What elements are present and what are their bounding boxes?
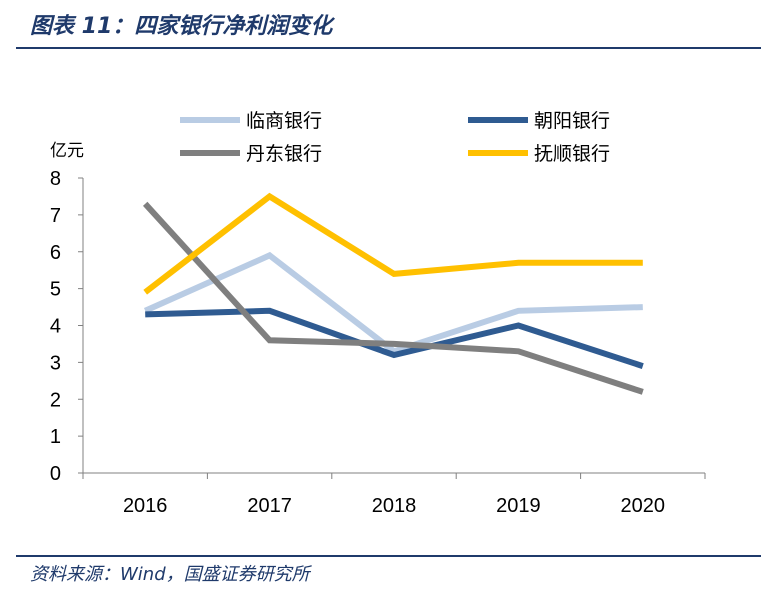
series-line-4 <box>143 192 643 295</box>
y-tick-label: 4 <box>50 316 61 338</box>
x-tick-label: 2020 <box>621 495 666 517</box>
y-tick-label: 2 <box>50 389 61 411</box>
title-divider <box>16 47 761 49</box>
source-divider <box>16 555 761 557</box>
x-tick-label: 2018 <box>372 495 417 517</box>
series-layer <box>142 192 644 395</box>
legend-label: 丹东银行 <box>246 143 322 165</box>
y-tick-label: 6 <box>50 242 61 264</box>
series-line-1 <box>143 251 643 355</box>
legend-label: 临商银行 <box>246 110 322 132</box>
y-tick-label: 3 <box>50 352 61 374</box>
legend-label: 朝阳银行 <box>534 110 610 132</box>
legend-label: 抚顺银行 <box>534 143 610 165</box>
y-tick-label: 5 <box>50 279 61 301</box>
y-tick-label: 7 <box>50 205 61 227</box>
y-tick-label: 1 <box>50 426 61 448</box>
source-note: 资料来源：Wind，国盛证券研究所 <box>30 564 310 585</box>
x-tick-label: 2017 <box>247 495 292 517</box>
series-line-3 <box>142 201 644 395</box>
series-line-2 <box>145 307 644 369</box>
y-tick-label: 0 <box>50 463 61 485</box>
y-axis-unit-label: 亿元 <box>50 141 84 161</box>
chart-axes: 0 1 2 3 4 5 6 7 8 2016 2017 2018 2019 2020 <box>50 168 706 517</box>
y-tick-label: 8 <box>50 168 61 190</box>
x-tick-label: 2019 <box>496 495 541 517</box>
figure-title: 图表 11：四家银行净利润变化 <box>30 14 333 39</box>
x-tick-label: 2016 <box>123 495 168 517</box>
